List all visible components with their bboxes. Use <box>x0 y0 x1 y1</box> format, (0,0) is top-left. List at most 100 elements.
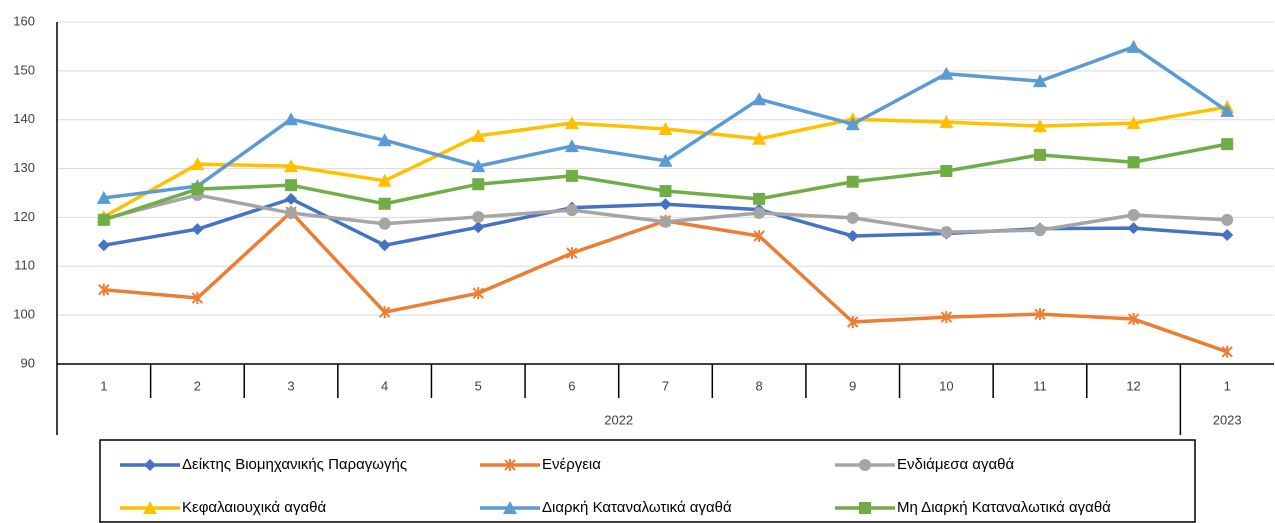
x-tick-label: 9 <box>849 378 856 393</box>
data-point <box>659 198 672 211</box>
x-tick-label: 7 <box>662 378 669 393</box>
y-tick-label: 160 <box>13 13 35 28</box>
legend-marker <box>859 459 871 471</box>
data-point <box>752 92 767 106</box>
x-tick-label: 12 <box>1126 378 1140 393</box>
data-point <box>564 116 579 130</box>
data-point <box>1221 229 1234 242</box>
y-tick-label: 110 <box>14 258 35 273</box>
legend-label: Κεφαλαιουχικά αγαθά <box>182 499 326 516</box>
x-tick-label: 1 <box>1224 378 1231 393</box>
x-tick-label: 4 <box>381 378 388 393</box>
data-point <box>939 66 954 80</box>
data-point <box>378 306 391 319</box>
legend-label: Μη Διαρκή Καταναλωτικά αγαθά <box>897 499 1111 516</box>
data-point <box>471 128 486 142</box>
data-point <box>1221 213 1234 226</box>
data-point <box>284 112 299 126</box>
legend-label: Δείκτης Βιομηχανικής Παραγωγής <box>182 456 407 473</box>
legend-label: Διαρκή Καταναλωτικά αγαθά <box>542 499 732 516</box>
data-point <box>96 190 111 204</box>
data-point <box>285 192 298 205</box>
data-point <box>1127 313 1140 326</box>
data-point <box>753 192 766 205</box>
group-label: 2022 <box>604 412 633 427</box>
data-point <box>1126 116 1141 130</box>
data-point <box>659 215 672 228</box>
data-point <box>378 239 391 252</box>
data-point <box>284 159 299 173</box>
data-point <box>472 178 485 191</box>
data-point <box>846 211 859 224</box>
x-tick-label: 3 <box>287 378 294 393</box>
data-point <box>285 207 298 220</box>
data-point <box>659 185 672 198</box>
y-tick-label: 120 <box>13 209 35 224</box>
data-point <box>1221 138 1234 151</box>
y-tick-label: 100 <box>13 307 35 322</box>
legend-marker <box>143 501 157 514</box>
legend-marker <box>503 501 517 514</box>
data-point <box>1221 345 1233 358</box>
data-point <box>191 183 204 196</box>
data-point <box>940 165 953 178</box>
data-point <box>1034 308 1046 321</box>
data-point <box>940 311 953 324</box>
data-point <box>1032 74 1047 88</box>
data-point <box>1126 39 1141 53</box>
data-point <box>846 175 859 188</box>
x-tick-label: 8 <box>755 378 762 393</box>
x-tick-label: 1 <box>100 378 107 393</box>
group-label: 2023 <box>1213 412 1242 427</box>
series-line <box>103 210 1228 354</box>
x-tick-label: 2 <box>194 378 201 393</box>
data-point <box>97 213 110 226</box>
data-point <box>753 229 765 242</box>
data-point <box>847 315 859 328</box>
data-point <box>1220 103 1235 117</box>
data-point <box>940 226 953 239</box>
legend-label: Ενέργεια <box>542 456 601 473</box>
data-point <box>191 292 204 305</box>
data-point <box>1033 148 1046 161</box>
legend-label: Ενδιάμεσα αγαθά <box>897 456 1014 473</box>
legend-marker <box>859 502 871 514</box>
data-point <box>753 207 766 220</box>
data-point <box>472 287 484 300</box>
data-point <box>565 204 578 217</box>
data-point <box>190 157 205 171</box>
data-point <box>97 239 110 252</box>
y-tick-label: 150 <box>13 62 35 77</box>
x-tick-label: 6 <box>568 378 575 393</box>
data-point <box>1127 208 1140 221</box>
data-point <box>285 179 298 192</box>
data-point <box>1032 119 1047 133</box>
x-tick-label: 11 <box>1033 378 1047 393</box>
y-tick-label: 140 <box>13 111 35 126</box>
data-point <box>658 121 673 135</box>
data-point <box>1033 224 1046 237</box>
data-point <box>377 173 392 187</box>
data-point <box>845 117 860 131</box>
legend-marker <box>144 459 156 471</box>
data-point <box>565 169 578 182</box>
y-tick-label: 90 <box>21 355 35 370</box>
legend-box <box>99 439 1196 523</box>
data-point <box>472 210 485 223</box>
data-point <box>752 131 767 145</box>
data-point <box>566 247 578 260</box>
data-point <box>939 115 954 129</box>
x-tick-label: 5 <box>475 378 482 393</box>
data-point <box>98 283 110 296</box>
data-point <box>564 139 579 153</box>
x-tick-label: 10 <box>939 378 953 393</box>
data-point <box>658 153 673 167</box>
y-tick-label: 130 <box>13 160 35 175</box>
data-point <box>846 229 859 242</box>
data-point <box>377 133 392 147</box>
data-point <box>1127 156 1140 169</box>
data-point <box>191 223 204 236</box>
legend-marker <box>504 459 516 471</box>
data-point <box>1127 222 1140 235</box>
